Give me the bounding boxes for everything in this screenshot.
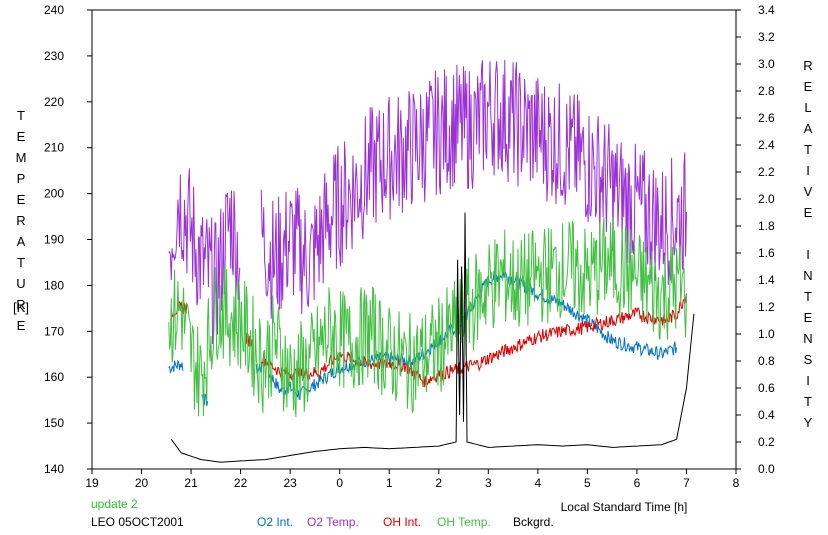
y-right-tick-label: 0.4 (758, 408, 775, 422)
x-tick-label: 0 (336, 476, 343, 490)
y-left-unit: [K] (13, 300, 29, 315)
x-tick-label: 3 (485, 476, 492, 490)
y-left-tick-label: 160 (44, 370, 64, 384)
y-right-label-letter: V (804, 184, 813, 199)
y-right-tick-label: 1.6 (758, 246, 775, 260)
legend: update 2 LEO 05OCT2001 O2 Int. O2 Temp. OH I… (91, 497, 554, 529)
legend-entry: O2 Temp. (307, 515, 359, 529)
y-left-tick-label: 180 (44, 278, 64, 292)
y-right-label-letter: T (804, 142, 812, 157)
x-tick-label: 6 (634, 476, 641, 490)
y-right-tick-label: 3.2 (758, 30, 775, 44)
x-axis-label: Local Standard Time [h] (561, 500, 688, 514)
series-layer (168, 59, 695, 463)
tick-layer: 19 20 21 22 23 0 1 2 3 4 5 6 7 8140150160170180190200… (44, 3, 775, 490)
y-right-tick-label: 0.0 (758, 462, 775, 476)
y-right-label-letter: A (804, 121, 813, 136)
y-right-label-letter: E (804, 310, 813, 325)
y-right-label-letter: Y (804, 415, 813, 430)
y-right-tick-label: 2.0 (758, 192, 775, 206)
y-right-tick-label: 2.6 (758, 111, 775, 125)
y-left-label-letter: T (17, 255, 25, 270)
y-left-tick-label: 230 (44, 49, 64, 63)
y-left-label-letter: R (16, 213, 25, 228)
y-right-tick-label: 1.2 (758, 300, 775, 314)
y-right-label-letter: R (803, 58, 812, 73)
y-left-label-letter: A (17, 234, 26, 249)
y-right-tick-label: 2.2 (758, 165, 775, 179)
y-left-tick-label: 240 (44, 3, 64, 17)
y-right-tick-label: 0.2 (758, 435, 775, 449)
series-line-o2-temp- (168, 168, 241, 344)
series-line-oh-temp- (168, 216, 687, 418)
y-right-label-letter: S (804, 352, 813, 367)
x-tick-label: 19 (85, 476, 99, 490)
update-note: update 2 (91, 497, 138, 511)
x-tick-label: 20 (135, 476, 149, 490)
site-date: LEO 05OCT2001 (91, 515, 184, 529)
y-left-tick-label: 210 (44, 141, 64, 155)
y-right-tick-label: 1.4 (758, 273, 775, 287)
series-line-o2-int- (168, 359, 184, 375)
x-tick-label: 8 (733, 476, 740, 490)
y-right-label-letter: N (803, 331, 812, 346)
x-tick-label: 22 (234, 476, 248, 490)
y-left-label-letter: E (17, 318, 26, 333)
y-right-label-letter: L (804, 100, 811, 115)
y-left-tick-label: 220 (44, 95, 64, 109)
y-right-label-letter: T (804, 289, 812, 304)
x-tick-label: 2 (435, 476, 442, 490)
y-left-label-letter: M (16, 150, 27, 165)
y-right-tick-label: 3.0 (758, 57, 775, 71)
y-left-label-letter: E (17, 129, 26, 144)
y-right-tick-label: 2.4 (758, 138, 775, 152)
legend-entry: OH Int. (383, 515, 421, 529)
y-left-label-letter: U (16, 276, 25, 291)
x-tick-label: 7 (683, 476, 690, 490)
series-line-o2-temp- (260, 59, 687, 319)
x-tick-label: 5 (584, 476, 591, 490)
y-left-label-letter: E (17, 192, 26, 207)
x-tick-label: 23 (283, 476, 297, 490)
y-right-label-letter: N (803, 268, 812, 283)
x-tick-label: 21 (184, 476, 198, 490)
legend-entry: Bckgrd. (513, 515, 554, 529)
legend-entry: OH Temp. (437, 515, 491, 529)
y-right-label-letter: E (804, 205, 813, 220)
y-left-tick-label: 140 (44, 462, 64, 476)
y-right-tick-label: 2.8 (758, 84, 775, 98)
y-left-tick-label: 170 (44, 324, 64, 338)
y-left-label-letter: T (17, 108, 25, 123)
y-left-tick-label: 150 (44, 416, 64, 430)
y-right-label-letter: I (806, 373, 810, 388)
y-right-label-letter: I (806, 163, 810, 178)
y-right-label-letter: T (804, 394, 812, 409)
x-tick-label: 1 (386, 476, 393, 490)
y-right-tick-label: 0.6 (758, 381, 775, 395)
y-right-tick-label: 1.0 (758, 327, 775, 341)
y-left-label-letter: P (17, 171, 26, 186)
y-left-label-letter: R (16, 297, 25, 312)
legend-entry: O2 Int. (257, 515, 293, 529)
y-right-tick-label: 3.4 (758, 3, 775, 17)
y-right-tick-label: 0.8 (758, 354, 775, 368)
x-tick-label: 4 (535, 476, 542, 490)
series-line-bckgrd- (170, 212, 695, 463)
y-right-label-letter: E (804, 79, 813, 94)
y-right-tick-label: 1.8 (758, 219, 775, 233)
y-left-tick-label: 200 (44, 187, 64, 201)
y-left-tick-label: 190 (44, 233, 64, 247)
y-right-label-letter: I (806, 247, 810, 262)
